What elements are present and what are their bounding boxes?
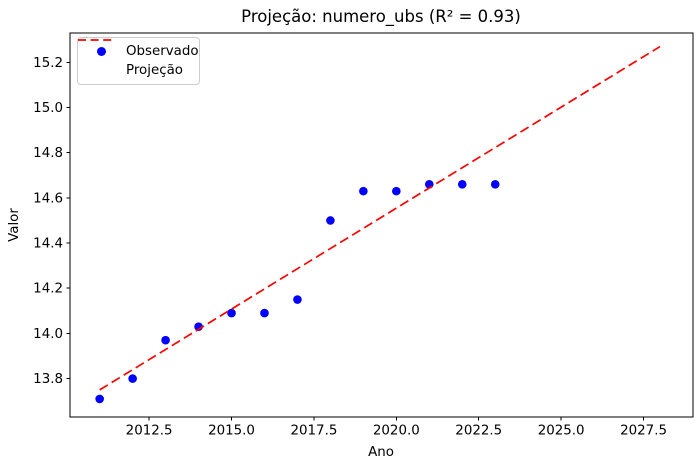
y-tick-label: 13.8 [33,372,63,387]
plot-border [69,32,694,418]
legend-label-observado: Observado [126,44,199,59]
y-tick-label: 14.0 [33,327,63,342]
legend-entry-observado: Observado [83,43,199,60]
data-point [359,186,368,196]
legend-label-projecao: Projeção [126,63,183,78]
data-point [490,180,500,189]
data-point [227,308,236,318]
data-point [128,374,137,383]
y-tick-label: 15.0 [33,101,63,116]
legend: Observado Projeção [77,37,200,85]
x-tick-label: 2020.0 [373,424,420,439]
y-axis-label: Valor [7,208,22,242]
data-point [95,394,104,404]
chart-title: Projeção: numero_ubs (R² = 0.93) [241,7,521,27]
data-point [260,308,269,318]
y-tick-label: 15.2 [33,56,63,71]
y-tick-label: 14.8 [33,146,63,161]
x-tick-label: 2017.5 [290,424,337,439]
data-point [392,186,401,196]
x-tick-label: 2015.0 [208,424,255,439]
data-point [161,335,170,345]
x-tick-label: 2025.0 [538,424,585,439]
data-point [457,180,467,189]
y-tick-label: 14.4 [33,237,63,252]
x-tick-label: 2022.5 [455,424,502,439]
x-axis-label: Ano [368,445,394,460]
plot-area: 2012.5 2015.0 2017.5 2020.0 2022.5 2025.0 2027… [33,32,694,439]
scatter-marker-icon [83,47,119,56]
data-point [293,295,302,304]
y-tick-label: 14.2 [33,282,63,297]
data-point [326,216,335,225]
x-tick-label: 2012.5 [126,424,173,439]
legend-entry-projecao: Projeção [78,39,199,79]
y-tick-label: 14.6 [33,191,63,206]
x-tick-label: 2027.5 [620,424,667,439]
projection-line [99,45,661,391]
